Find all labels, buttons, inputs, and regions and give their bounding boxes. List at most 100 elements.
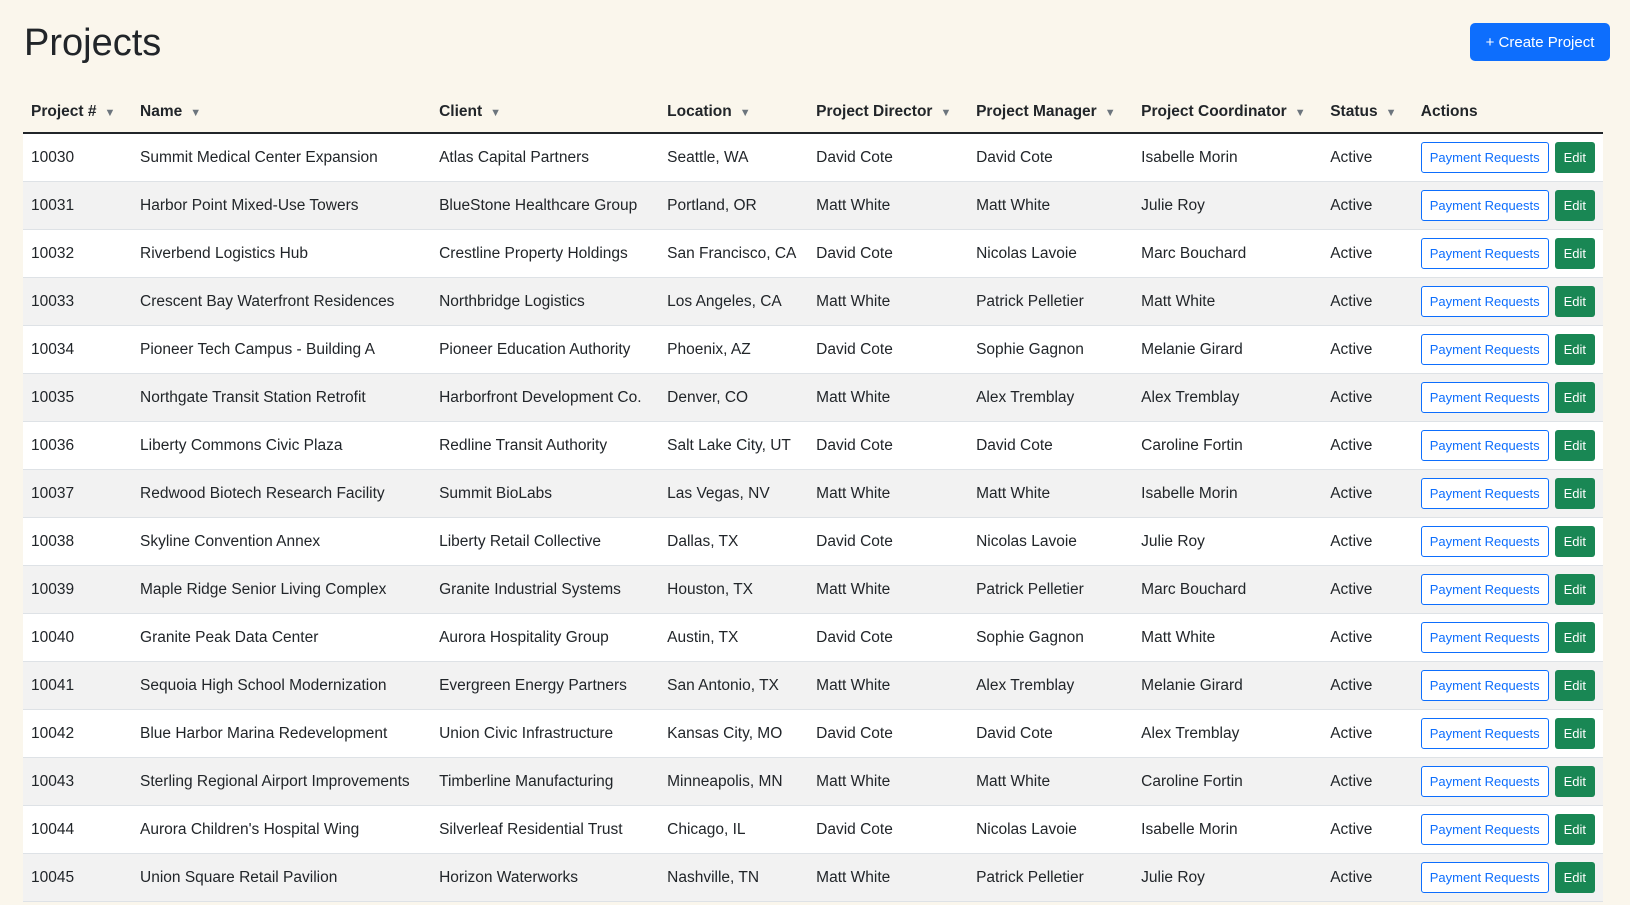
cell-project-name: Crescent Bay Waterfront Residences <box>132 277 432 326</box>
edit-button[interactable]: Edit <box>1554 862 1595 893</box>
edit-button[interactable]: Edit <box>1554 574 1595 605</box>
cell-project-director: David Cote <box>808 709 969 758</box>
payment-requests-button[interactable]: Payment Requests <box>1420 382 1549 413</box>
edit-button[interactable]: Edit <box>1554 238 1595 269</box>
payment-requests-button[interactable]: Payment Requests <box>1420 478 1549 509</box>
cell-project-coordinator: Isabelle Morin <box>1133 469 1323 518</box>
table-row: 10034 Pioneer Tech Campus - Building A Pio… <box>23 325 1603 374</box>
cell-project-number: 10032 <box>23 229 133 278</box>
edit-button[interactable]: Edit <box>1554 526 1595 557</box>
payment-requests-button[interactable]: Payment Requests <box>1420 526 1549 557</box>
cell-project-manager: David Cote <box>968 709 1134 758</box>
payment-requests-button[interactable]: Payment Requests <box>1420 190 1549 221</box>
cell-project-manager: Nicolas Lavoie <box>968 805 1134 854</box>
edit-button[interactable]: Edit <box>1554 334 1595 365</box>
payment-requests-button[interactable]: Payment Requests <box>1420 238 1549 269</box>
edit-button[interactable]: Edit <box>1554 190 1595 221</box>
cell-client: Liberty Retail Collective <box>431 517 660 566</box>
payment-requests-button[interactable]: Payment Requests <box>1420 334 1549 365</box>
funnel-icon[interactable]: ▼ <box>940 107 952 119</box>
edit-button[interactable]: Edit <box>1554 670 1595 701</box>
cell-project-director: David Cote <box>808 421 969 470</box>
cell-status: Active <box>1322 805 1413 854</box>
cell-project-director: David Cote <box>808 613 969 662</box>
cell-project-name: Aurora Children's Hospital Wing <box>132 805 432 854</box>
cell-project-coordinator: Julie Roy <box>1133 517 1323 566</box>
column-header-project[interactable]: Project # ▼ <box>23 92 133 134</box>
cell-project-coordinator: Caroline Fortin <box>1133 757 1323 806</box>
edit-button[interactable]: Edit <box>1554 478 1595 509</box>
payment-requests-button[interactable]: Payment Requests <box>1420 766 1549 797</box>
cell-location: Los Angeles, CA <box>659 277 809 326</box>
table-row: 10040 Granite Peak Data Center Aurora Hosp… <box>23 613 1603 662</box>
cell-project-manager: Matt White <box>968 469 1134 518</box>
create-project-button[interactable]: + Create Project <box>1470 23 1610 61</box>
table-row: 10044 Aurora Children's Hospital Wing Silv… <box>23 805 1603 854</box>
column-header-status[interactable]: Status ▼ <box>1322 92 1413 134</box>
cell-project-manager: Matt White <box>968 181 1134 230</box>
table-row: 10039 Maple Ridge Senior Living Complex Gr… <box>23 565 1603 614</box>
cell-project-number: 10042 <box>23 709 133 758</box>
funnel-icon[interactable]: ▼ <box>1385 107 1397 119</box>
page-title: Projects <box>24 22 162 64</box>
funnel-icon[interactable]: ▼ <box>490 107 502 119</box>
column-header-project-manager[interactable]: Project Manager ▼ <box>968 92 1134 134</box>
payment-requests-button[interactable]: Payment Requests <box>1420 670 1549 701</box>
column-label: Location <box>667 103 732 120</box>
funnel-icon[interactable]: ▼ <box>739 107 751 119</box>
cell-actions: Payment Requests Edit <box>1412 469 1603 518</box>
cell-actions: Payment Requests Edit <box>1412 517 1603 566</box>
cell-project-director: David Cote <box>808 805 969 854</box>
table-header-row: Project # ▼ Name ▼ Client ▼ Location ▼ Project D… <box>23 92 1603 134</box>
cell-location: Minneapolis, MN <box>659 757 809 806</box>
edit-button[interactable]: Edit <box>1554 814 1595 845</box>
edit-button[interactable]: Edit <box>1554 766 1595 797</box>
cell-project-coordinator: Melanie Girard <box>1133 661 1323 710</box>
cell-project-number: 10044 <box>23 805 133 854</box>
cell-client: Atlas Capital Partners <box>431 133 660 182</box>
cell-client: Harborfront Development Co. <box>431 373 660 422</box>
cell-project-name: Blue Harbor Marina Redevelopment <box>132 709 432 758</box>
edit-button[interactable]: Edit <box>1554 286 1595 317</box>
table-row: 10035 Northgate Transit Station Retrofit H… <box>23 373 1603 422</box>
edit-button[interactable]: Edit <box>1554 622 1595 653</box>
cell-project-name: Granite Peak Data Center <box>132 613 432 662</box>
cell-location: Dallas, TX <box>659 517 809 566</box>
edit-button[interactable]: Edit <box>1554 718 1595 749</box>
payment-requests-button[interactable]: Payment Requests <box>1420 430 1549 461</box>
column-header-project-coordinator[interactable]: Project Coordinator ▼ <box>1133 92 1323 134</box>
cell-location: Houston, TX <box>659 565 809 614</box>
cell-project-director: Matt White <box>808 757 969 806</box>
column-label: Project Coordinator <box>1141 103 1287 120</box>
payment-requests-button[interactable]: Payment Requests <box>1420 814 1549 845</box>
payment-requests-button[interactable]: Payment Requests <box>1420 142 1549 173</box>
column-header-actions[interactable]: Actions <box>1412 92 1603 134</box>
cell-project-number: 10037 <box>23 469 133 518</box>
payment-requests-button[interactable]: Payment Requests <box>1420 862 1549 893</box>
payment-requests-button[interactable]: Payment Requests <box>1420 574 1549 605</box>
payment-requests-button[interactable]: Payment Requests <box>1420 286 1549 317</box>
funnel-icon[interactable]: ▼ <box>104 107 116 119</box>
edit-button[interactable]: Edit <box>1554 382 1595 413</box>
funnel-icon[interactable]: ▼ <box>1294 107 1306 119</box>
cell-project-name: Pioneer Tech Campus - Building A <box>132 325 432 374</box>
cell-status: Active <box>1322 373 1413 422</box>
cell-project-director: Matt White <box>808 277 969 326</box>
cell-project-number: 10038 <box>23 517 133 566</box>
cell-client: Pioneer Education Authority <box>431 325 660 374</box>
cell-project-name: Maple Ridge Senior Living Complex <box>132 565 432 614</box>
cell-project-coordinator: Marc Bouchard <box>1133 565 1323 614</box>
column-label: Client <box>439 103 483 120</box>
edit-button[interactable]: Edit <box>1554 430 1595 461</box>
funnel-icon[interactable]: ▼ <box>190 107 202 119</box>
column-header-location[interactable]: Location ▼ <box>659 92 809 134</box>
cell-project-director: Matt White <box>808 181 969 230</box>
column-header-name[interactable]: Name ▼ <box>132 92 432 134</box>
cell-actions: Payment Requests Edit <box>1412 373 1603 422</box>
column-header-client[interactable]: Client ▼ <box>431 92 660 134</box>
payment-requests-button[interactable]: Payment Requests <box>1420 718 1549 749</box>
funnel-icon[interactable]: ▼ <box>1104 107 1116 119</box>
column-header-project-director[interactable]: Project Director ▼ <box>808 92 969 134</box>
payment-requests-button[interactable]: Payment Requests <box>1420 622 1549 653</box>
edit-button[interactable]: Edit <box>1554 142 1595 173</box>
